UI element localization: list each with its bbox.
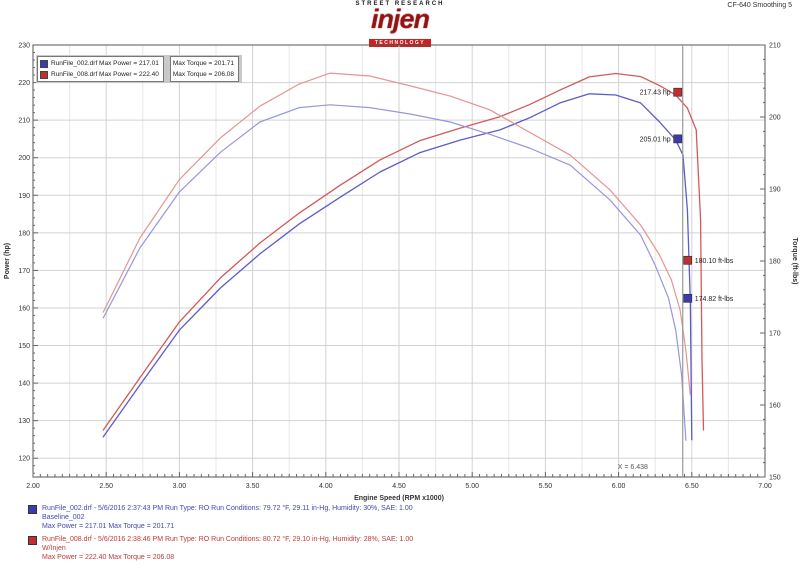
right-axis-title: Torque (ft-lbs) bbox=[791, 238, 798, 285]
callout-marker bbox=[673, 134, 683, 144]
header: STREET RESEARCH injen TECHNOLOGY CF-640 … bbox=[0, 0, 800, 47]
legend-row-injen: RunFile_008.drf Max Power = 222.40 bbox=[40, 70, 159, 79]
x-tick-label: 2.50 bbox=[99, 483, 113, 490]
run-info-injen: RunFile_008.drf - 5/6/2016 2:38:46 PM Ru… bbox=[28, 535, 788, 562]
curve-torque-baseline bbox=[102, 104, 687, 441]
legend-row-injen-torque: Max Torque = 206.08 bbox=[173, 71, 234, 78]
x-tick-label: 4.00 bbox=[319, 483, 333, 490]
power-tick-label: 190 bbox=[18, 193, 30, 200]
run-baseline-line1: RunFile_002.drf - 5/6/2016 2:37:43 PM Ru… bbox=[42, 505, 413, 512]
curve-torque-injen bbox=[102, 72, 691, 396]
x-tick-label: 3.50 bbox=[246, 483, 260, 490]
power-tick-label: 220 bbox=[18, 80, 30, 87]
legend-baseline-torque: Max Torque = 201.71 bbox=[172, 60, 234, 67]
power-tick-label: 170 bbox=[18, 268, 30, 275]
power-tick-label: 140 bbox=[18, 381, 30, 388]
x-axis-title: Engine Speed (RPM x1000) bbox=[354, 495, 444, 502]
power-tick-label: 200 bbox=[18, 155, 30, 162]
legend-torque-box: Max Torque = 201.71 Max Torque = 206.08 bbox=[169, 56, 239, 82]
legend-row-baseline-torque: Max Torque = 201.71 bbox=[173, 60, 234, 67]
callout-value: 174.82 ft-lbs bbox=[695, 296, 734, 303]
power-tick-label: 130 bbox=[18, 418, 30, 425]
x-tick-label: 2.00 bbox=[26, 483, 40, 490]
chart-legend: RunFile_002.drf Max Power = 217.01 RunFi… bbox=[36, 55, 242, 83]
legend-baseline-power: RunFile_002.drf Max Power = 217.01 bbox=[51, 60, 159, 67]
callout-value: 217.43 hp bbox=[640, 90, 671, 97]
x-tick-label: 5.00 bbox=[465, 483, 479, 490]
power-tick-label: 210 bbox=[18, 118, 30, 125]
x-tick-label: 5.50 bbox=[539, 483, 553, 490]
injen-swatch bbox=[40, 70, 48, 79]
power-tick-label: 160 bbox=[18, 305, 30, 312]
power-tick-label: 150 bbox=[18, 343, 30, 350]
callout-marker bbox=[683, 255, 693, 265]
brand-top-text: STREET RESEARCH bbox=[355, 1, 445, 7]
torque-tick-label: 200 bbox=[769, 115, 781, 122]
curve-power-baseline bbox=[102, 93, 693, 441]
run-injen-line3: Max Power = 222.40 Max Torque = 206.08 bbox=[42, 554, 175, 561]
run-injen-line2: W/Injen bbox=[42, 545, 66, 552]
torque-tick-label: 180 bbox=[769, 259, 781, 266]
legend-power-box: RunFile_002.drf Max Power = 217.01 RunFi… bbox=[37, 56, 164, 82]
baseline-swatch bbox=[40, 59, 48, 68]
run-baseline-swatch bbox=[28, 505, 37, 514]
legend-injen-power: RunFile_008.drf Max Power = 222.40 bbox=[51, 71, 159, 78]
x-tick-label: 6.00 bbox=[612, 483, 626, 490]
x-tick-label: 4.50 bbox=[392, 483, 406, 490]
smoothing-label: CF-640 Smoothing 5 bbox=[727, 2, 792, 9]
torque-tick-label: 160 bbox=[769, 403, 781, 410]
run-injen-swatch bbox=[28, 536, 37, 545]
run-info-panel: RunFile_002.drf - 5/6/2016 2:37:43 PM Ru… bbox=[28, 504, 788, 566]
run-baseline-line2: Baseline_002 bbox=[42, 514, 85, 521]
torque-tick-label: 170 bbox=[769, 331, 781, 338]
legend-row-baseline: RunFile_002.drf Max Power = 217.01 bbox=[40, 59, 159, 68]
callout-marker bbox=[683, 293, 693, 303]
callout-value: 205.01 hp bbox=[640, 136, 671, 143]
torque-tick-label: 150 bbox=[769, 475, 781, 482]
brand-sub-text: TECHNOLOGY bbox=[368, 39, 432, 47]
callout-value: 180.10 ft-lbs bbox=[695, 258, 734, 265]
left-axis-title: Power (hp) bbox=[4, 243, 11, 279]
torque-tick-label: 210 bbox=[769, 43, 781, 50]
power-tick-label: 120 bbox=[18, 456, 30, 463]
brand-wordmark: injen bbox=[330, 6, 470, 33]
x-tick-label: 3.00 bbox=[173, 483, 187, 490]
legend-injen-torque: Max Torque = 206.08 bbox=[172, 71, 234, 78]
run-injen-line1: RunFile_008.drf - 5/6/2016 2:38:46 PM Ru… bbox=[42, 536, 414, 543]
power-tick-label: 180 bbox=[18, 230, 30, 237]
power-tick-label: 230 bbox=[18, 43, 30, 50]
torque-tick-label: 190 bbox=[769, 187, 781, 194]
run-baseline-line3: Max Power = 217.01 Max Torque = 201.71 bbox=[42, 523, 175, 530]
injen-logo: STREET RESEARCH injen TECHNOLOGY bbox=[330, 1, 470, 49]
callout-marker bbox=[673, 87, 683, 97]
curve-power-injen bbox=[102, 72, 705, 431]
x-tick-label: 7.00 bbox=[758, 483, 772, 490]
cursor-x-label: X = 6.438 bbox=[618, 464, 648, 471]
x-tick-label: 6.50 bbox=[685, 483, 699, 490]
run-info-baseline: RunFile_002.drf - 5/6/2016 2:37:43 PM Ru… bbox=[28, 504, 788, 531]
